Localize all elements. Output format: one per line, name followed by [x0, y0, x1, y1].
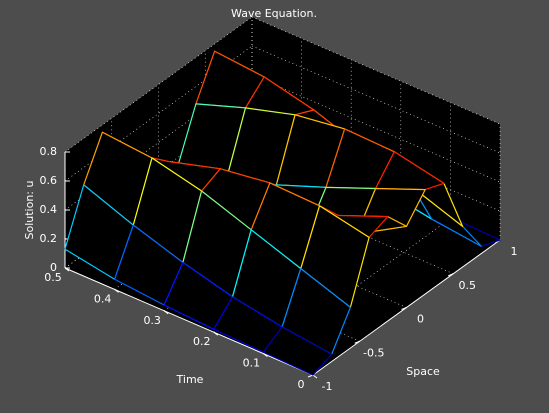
x-tick-label: -1: [322, 380, 333, 393]
x-tick-label: 0.5: [459, 279, 477, 292]
y-tick: [213, 331, 219, 336]
x-tick-label: 0: [417, 313, 424, 326]
y-tick: [163, 310, 169, 315]
z-tick-label: 0.4: [40, 203, 58, 216]
grid-line: [263, 218, 451, 354]
y-tick-label: 0.4: [94, 292, 112, 305]
z-tick-label: 0.8: [40, 145, 58, 158]
grid-line: [64, 16, 253, 153]
z-tick-label: 0: [50, 261, 57, 274]
y-tick-label: 0: [298, 378, 305, 391]
mesh-cell: [262, 326, 333, 376]
x-tick: [448, 273, 454, 277]
z-tick-label: 0.6: [40, 174, 58, 187]
x-tick-label: 1: [511, 245, 518, 258]
z-tick-label: 0.2: [40, 232, 58, 245]
x-tick-label: -0.5: [363, 346, 384, 359]
y-tick: [312, 374, 318, 379]
y-tick-label: 0.1: [243, 357, 261, 370]
x-axis-label: Space: [406, 365, 440, 378]
z-axis-label: Solution: u: [23, 181, 36, 240]
x-tick: [401, 307, 407, 310]
chart-title: Wave Equation.: [231, 7, 317, 20]
axis-line: [64, 267, 314, 376]
y-tick: [114, 288, 119, 293]
y-tick: [263, 353, 268, 358]
y-tick-label: 0.5: [44, 271, 62, 284]
x-tick: [307, 374, 314, 378]
y-tick-label: 0.2: [193, 335, 211, 348]
y-tick-label: 0.3: [143, 314, 161, 327]
y-axis-label: Time: [176, 373, 204, 386]
x-tick: [354, 340, 360, 344]
